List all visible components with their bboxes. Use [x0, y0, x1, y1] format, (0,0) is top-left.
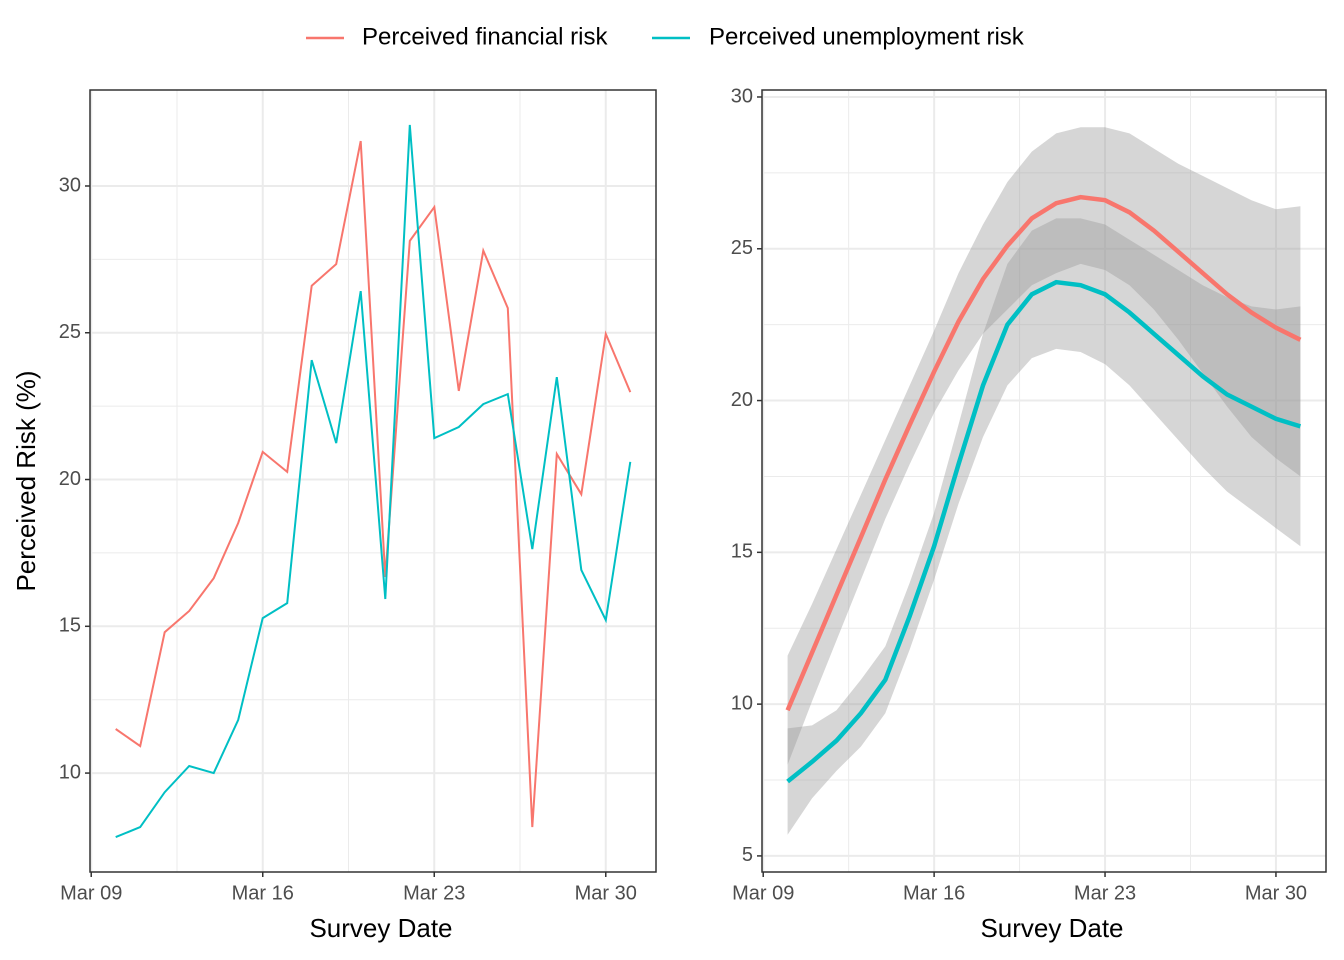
x-tick-label: Mar 16: [903, 882, 965, 904]
y-tick-label: 15: [731, 541, 753, 563]
data-line: [115, 124, 632, 839]
y-tick-label: 10: [731, 692, 753, 714]
x-axis-title: Survey Date: [309, 913, 452, 943]
x-tick-label: Mar 16: [232, 882, 294, 904]
x-tick-label: Mar 23: [403, 882, 465, 904]
x-tick-label: Mar 09: [60, 882, 122, 904]
y-tick-label: 25: [59, 321, 81, 343]
y-tick-label: 20: [731, 389, 753, 411]
y-tick-label: 15: [59, 615, 81, 637]
smooth-line: [785, 194, 1302, 712]
x-tick-label: Mar 30: [1245, 882, 1307, 904]
legend-label: Perceived unemployment risk: [709, 23, 1025, 50]
y-tick-label: 25: [731, 237, 753, 259]
smooth-line: [786, 279, 1302, 784]
confidence-band: [787, 127, 1301, 765]
x-tick-label: Mar 09: [732, 882, 794, 904]
legend-label: Perceived financial risk: [362, 23, 608, 50]
y-axis-title: Perceived Risk (%): [11, 370, 41, 591]
y-tick-label: 10: [59, 761, 81, 783]
confidence-band: [787, 218, 1301, 835]
x-axis-title: Survey Date: [980, 913, 1123, 943]
y-tick-label: 30: [59, 174, 81, 196]
x-tick-label: Mar 23: [1074, 882, 1136, 904]
x-tick-label: Mar 30: [575, 882, 637, 904]
panel-border: [89, 89, 657, 873]
data-line: [115, 140, 632, 828]
y-tick-label: 20: [59, 468, 81, 490]
y-tick-label: 30: [731, 85, 753, 107]
y-tick-label: 5: [742, 844, 753, 866]
panel-border: [761, 89, 1327, 873]
